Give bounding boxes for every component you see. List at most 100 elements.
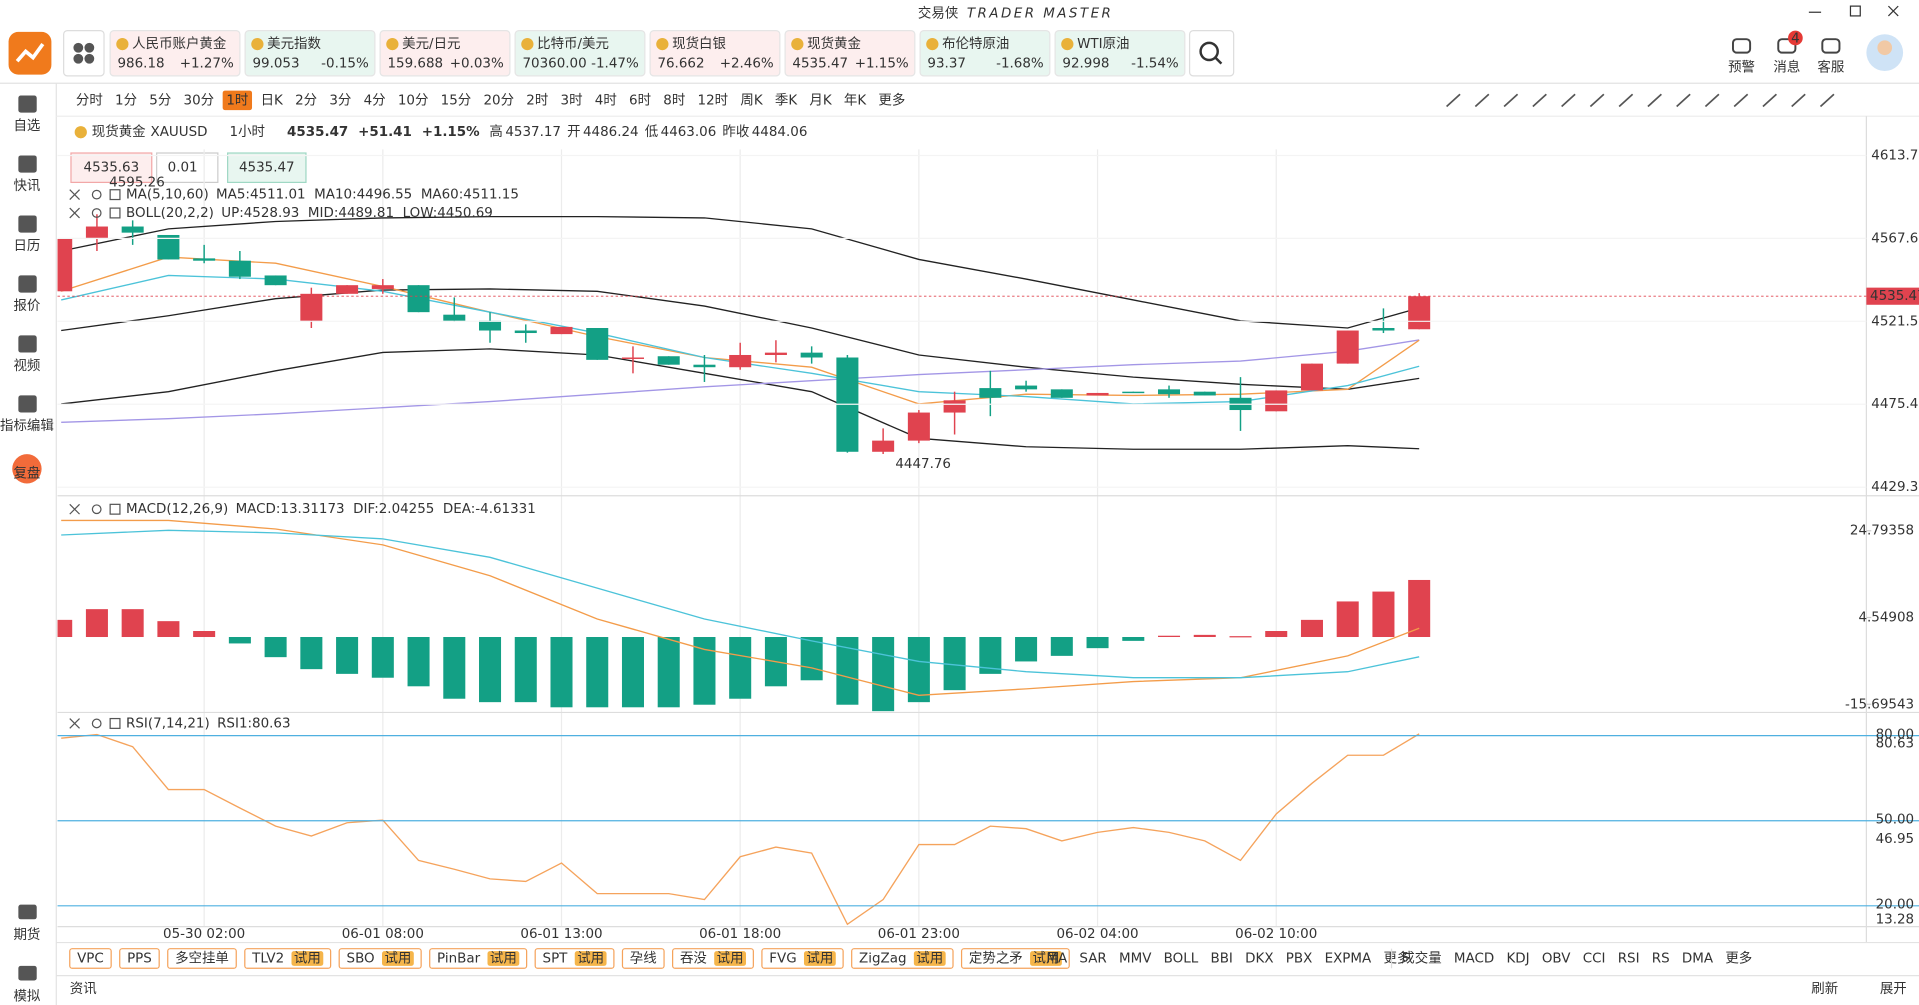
sidebar-icon[interactable] xyxy=(18,155,37,173)
tool-button[interactable] xyxy=(119,948,160,969)
footer-refresh[interactable]: 刷新 xyxy=(1811,981,1838,997)
draw-tool-icon[interactable] xyxy=(1733,93,1749,108)
timeframe[interactable]: 1时 xyxy=(226,92,248,108)
overlay-option[interactable]: SAR xyxy=(1079,951,1106,966)
legend-toggle[interactable] xyxy=(109,503,121,515)
sidebar-icon[interactable] xyxy=(18,95,37,113)
overlay-option[interactable]: MA xyxy=(1046,951,1068,966)
draw-tool-icon[interactable] xyxy=(1676,93,1691,108)
timeframe[interactable]: 3时 xyxy=(561,92,583,108)
timeframe[interactable]: 月K xyxy=(809,93,832,108)
timeframe[interactable]: 4分 xyxy=(364,92,386,108)
sidebar-icon[interactable] xyxy=(18,395,37,413)
indicator-option[interactable]: OBV xyxy=(1542,951,1571,966)
timeframe[interactable]: 日K xyxy=(261,93,284,108)
draw-tool-icon[interactable] xyxy=(1446,93,1461,108)
timeframe[interactable]: 2分 xyxy=(295,92,317,108)
tool-button[interactable] xyxy=(621,948,665,969)
indicator-option[interactable]: 成交量 xyxy=(1401,949,1441,966)
draw-tool-icon[interactable] xyxy=(1589,93,1605,108)
legend-toggle[interactable] xyxy=(109,717,121,729)
legend-close[interactable] xyxy=(69,503,80,515)
timeframe[interactable]: 20分 xyxy=(483,92,514,108)
legend-close[interactable] xyxy=(69,189,80,200)
draw-tool-icon[interactable] xyxy=(1474,93,1490,108)
top-icon[interactable] xyxy=(1731,38,1752,54)
sidebar-icon[interactable] xyxy=(18,215,37,233)
footer-tab[interactable]: 资讯 xyxy=(70,981,97,997)
indicator-option[interactable]: RS xyxy=(1652,951,1670,966)
search-button[interactable] xyxy=(1188,29,1235,77)
replay-button[interactable] xyxy=(12,454,42,484)
timeframe[interactable]: 1分 xyxy=(115,92,137,108)
legend-toggle[interactable] xyxy=(109,207,121,219)
timeframe[interactable]: 周K xyxy=(740,93,763,108)
legend-settings[interactable] xyxy=(91,208,102,218)
overlay-option[interactable]: MMV xyxy=(1119,951,1152,966)
timeframe[interactable]: 3分 xyxy=(329,92,351,108)
timeframe[interactable]: 8时 xyxy=(663,92,685,108)
legend-settings[interactable] xyxy=(91,189,102,200)
overlay-option[interactable]: 更多 xyxy=(1383,949,1410,966)
sidebar-icon[interactable] xyxy=(18,904,37,920)
draw-tool-icon[interactable] xyxy=(1819,93,1835,108)
timeframe[interactable]: 12时 xyxy=(698,92,729,108)
ticker-card[interactable] xyxy=(919,29,1051,77)
sidebar-icon[interactable] xyxy=(18,335,37,353)
tool-button[interactable] xyxy=(69,948,112,969)
draw-tool-icon[interactable] xyxy=(1503,93,1519,108)
ticker-card[interactable] xyxy=(784,29,916,77)
timeframe[interactable]: 5分 xyxy=(149,92,171,108)
timeframe[interactable]: 分时 xyxy=(76,92,103,108)
overlay-option[interactable]: PBX xyxy=(1286,951,1313,966)
timeframe[interactable]: 30分 xyxy=(184,92,215,108)
overlay-option[interactable]: BBI xyxy=(1210,951,1232,966)
apps-button[interactable] xyxy=(63,29,105,77)
timeframe[interactable]: 更多 xyxy=(878,91,905,108)
legend-settings[interactable] xyxy=(91,504,102,515)
legend-close[interactable] xyxy=(69,718,80,729)
timeframe[interactable]: 2时 xyxy=(526,92,548,108)
indicator-option[interactable]: DMA xyxy=(1682,951,1714,966)
overlay-option[interactable]: DKX xyxy=(1245,951,1273,966)
footer-expand[interactable]: 展开 xyxy=(1880,982,1907,997)
indicator-option[interactable]: MACD xyxy=(1454,951,1494,966)
legend-settings[interactable] xyxy=(91,718,102,729)
sidebar-icon[interactable] xyxy=(18,965,37,981)
ticker-card[interactable] xyxy=(109,29,241,77)
tool-button[interactable] xyxy=(167,948,237,969)
draw-tool-icon[interactable] xyxy=(1762,93,1777,108)
indicator-option[interactable]: KDJ xyxy=(1506,951,1529,966)
legend-close[interactable] xyxy=(69,207,80,219)
timeframe[interactable]: 季K xyxy=(775,92,798,108)
draw-tool-icon[interactable] xyxy=(1618,93,1634,108)
timeframe[interactable]: 4时 xyxy=(595,92,617,108)
indicator-option[interactable]: CCI xyxy=(1583,951,1606,966)
window-controls[interactable] xyxy=(1808,5,1899,17)
draw-tool-icon[interactable] xyxy=(1791,93,1806,108)
overlay-option[interactable]: EXPMA xyxy=(1325,951,1372,966)
ask-box[interactable] xyxy=(227,152,307,184)
draw-tool-icon[interactable] xyxy=(1561,93,1576,108)
overlay-option[interactable]: BOLL xyxy=(1164,951,1199,966)
legend-toggle[interactable] xyxy=(109,189,121,201)
top-icon[interactable] xyxy=(1821,38,1841,54)
ticker-card[interactable] xyxy=(649,29,781,77)
draw-tool-icon[interactable] xyxy=(1647,93,1662,108)
ticker-card[interactable] xyxy=(1054,29,1186,77)
ticker-card[interactable] xyxy=(379,29,511,77)
draw-tool-icon[interactable] xyxy=(1532,93,1547,108)
timeframe[interactable]: 6时 xyxy=(629,92,651,108)
timeframe[interactable]: 年K xyxy=(844,92,867,108)
top-icon[interactable] xyxy=(1777,38,1797,54)
sidebar-icon[interactable] xyxy=(18,275,37,293)
lots-input[interactable] xyxy=(156,152,219,184)
indicator-option[interactable]: 更多 xyxy=(1725,949,1752,966)
timeframe[interactable]: 10分 xyxy=(398,92,429,108)
ticker-card[interactable] xyxy=(244,29,376,77)
ticker-card[interactable] xyxy=(514,29,646,77)
bid-box[interactable] xyxy=(70,152,153,184)
timeframe[interactable]: 15分 xyxy=(441,92,472,108)
draw-tool-icon[interactable] xyxy=(1704,93,1720,108)
indicator-option[interactable]: RSI xyxy=(1618,951,1640,966)
